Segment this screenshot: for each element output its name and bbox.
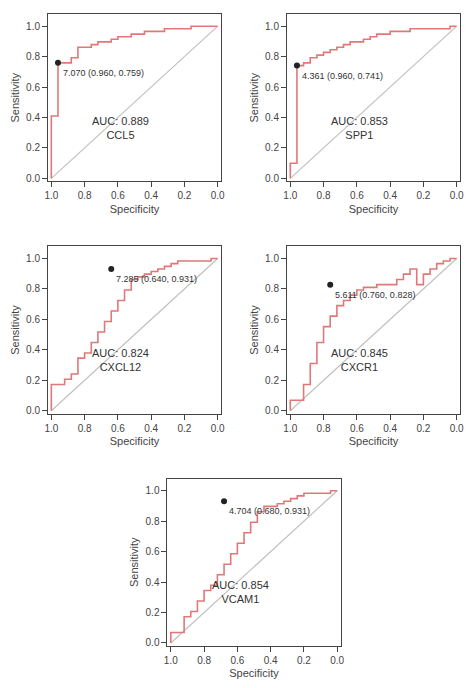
svg-text:AUC: 0.853SPP1: AUC: 0.853SPP1 — [331, 115, 388, 141]
svg-text:Sensitivity: Sensitivity — [128, 537, 140, 587]
svg-text:0.6: 0.6 — [230, 655, 244, 666]
svg-text:1.0: 1.0 — [44, 423, 58, 434]
svg-text:0.4: 0.4 — [26, 112, 40, 123]
svg-text:0.0: 0.0 — [26, 405, 40, 416]
svg-text:AUC: 0.824CXCL12: AUC: 0.824CXCL12 — [92, 347, 149, 373]
svg-text:0.0: 0.0 — [211, 190, 225, 201]
svg-text:1.0: 1.0 — [265, 253, 279, 264]
svg-text:0.4: 0.4 — [265, 344, 279, 355]
svg-text:0.8: 0.8 — [26, 283, 40, 294]
svg-text:7.070 (0.960, 0.759): 7.070 (0.960, 0.759) — [63, 68, 144, 78]
svg-text:AUC: 0.889CCL5: AUC: 0.889CCL5 — [92, 115, 149, 141]
svg-text:0.8: 0.8 — [197, 655, 211, 666]
svg-text:0.2: 0.2 — [146, 607, 160, 618]
svg-text:0.6: 0.6 — [265, 82, 279, 93]
svg-text:0.0: 0.0 — [26, 173, 40, 184]
svg-text:0.8: 0.8 — [265, 51, 279, 62]
svg-text:0.4: 0.4 — [383, 190, 397, 201]
svg-text:1.0: 1.0 — [26, 253, 40, 264]
svg-text:1.0: 1.0 — [283, 423, 297, 434]
svg-text:0.6: 0.6 — [26, 82, 40, 93]
svg-text:0.4: 0.4 — [26, 344, 40, 355]
svg-text:AUC: 0.845CXCR1: AUC: 0.845CXCR1 — [331, 347, 388, 373]
svg-text:0.6: 0.6 — [26, 314, 40, 325]
svg-text:0.6: 0.6 — [350, 423, 364, 434]
svg-text:5.611 (0.760, 0.828): 5.611 (0.760, 0.828) — [335, 290, 415, 300]
svg-text:1.0: 1.0 — [44, 190, 58, 201]
svg-text:0.2: 0.2 — [26, 142, 40, 153]
svg-text:0.4: 0.4 — [144, 190, 158, 201]
svg-text:0.8: 0.8 — [78, 190, 92, 201]
svg-text:0.2: 0.2 — [265, 375, 279, 386]
svg-text:0.4: 0.4 — [146, 577, 160, 588]
svg-text:4.704 (0.680, 0.931): 4.704 (0.680, 0.931) — [229, 506, 310, 516]
svg-text:Sensitivity: Sensitivity — [9, 305, 21, 355]
svg-text:0.0: 0.0 — [450, 423, 464, 434]
svg-text:0.4: 0.4 — [144, 423, 158, 434]
svg-text:0.2: 0.2 — [297, 655, 311, 666]
svg-text:Specificity: Specificity — [229, 667, 279, 679]
svg-text:Specificity: Specificity — [349, 203, 399, 215]
svg-text:Sensitivity: Sensitivity — [248, 305, 260, 355]
svg-text:0.2: 0.2 — [416, 190, 430, 201]
svg-text:0.6: 0.6 — [350, 190, 364, 201]
svg-text:0.0: 0.0 — [450, 190, 464, 201]
svg-text:1.0: 1.0 — [164, 655, 178, 666]
svg-text:0.8: 0.8 — [317, 190, 331, 201]
svg-text:0.2: 0.2 — [265, 142, 279, 153]
svg-text:7.285 (0.640, 0.931): 7.285 (0.640, 0.931) — [116, 274, 197, 284]
svg-text:AUC: 0.854VCAM1: AUC: 0.854VCAM1 — [212, 579, 269, 605]
svg-text:0.0: 0.0 — [265, 405, 279, 416]
svg-text:0.4: 0.4 — [264, 655, 278, 666]
svg-text:Sensitivity: Sensitivity — [248, 72, 260, 122]
svg-text:4.361 (0.960, 0.741): 4.361 (0.960, 0.741) — [302, 71, 383, 81]
svg-text:0.0: 0.0 — [265, 173, 279, 184]
svg-text:0.6: 0.6 — [111, 190, 125, 201]
svg-text:0.8: 0.8 — [26, 51, 40, 62]
svg-text:Specificity: Specificity — [349, 435, 399, 447]
svg-text:0.6: 0.6 — [146, 546, 160, 557]
svg-text:0.8: 0.8 — [317, 423, 331, 434]
svg-text:Specificity: Specificity — [110, 203, 160, 215]
svg-text:0.4: 0.4 — [383, 423, 397, 434]
svg-text:0.8: 0.8 — [78, 423, 92, 434]
svg-text:0.2: 0.2 — [177, 423, 191, 434]
svg-text:1.0: 1.0 — [146, 485, 160, 496]
svg-text:0.2: 0.2 — [26, 375, 40, 386]
svg-text:Sensitivity: Sensitivity — [9, 72, 21, 122]
svg-text:1.0: 1.0 — [26, 21, 40, 32]
svg-text:Specificity: Specificity — [110, 435, 160, 447]
svg-text:1.0: 1.0 — [283, 190, 297, 201]
svg-text:0.2: 0.2 — [177, 190, 191, 201]
svg-text:0.0: 0.0 — [146, 637, 160, 648]
svg-text:0.4: 0.4 — [265, 112, 279, 123]
svg-text:1.0: 1.0 — [265, 21, 279, 32]
svg-text:0.6: 0.6 — [111, 423, 125, 434]
svg-text:0.6: 0.6 — [265, 314, 279, 325]
svg-text:0.8: 0.8 — [146, 516, 160, 527]
svg-text:0.0: 0.0 — [330, 655, 344, 666]
svg-text:0.2: 0.2 — [416, 423, 430, 434]
svg-text:0.8: 0.8 — [265, 283, 279, 294]
svg-text:0.0: 0.0 — [211, 423, 225, 434]
